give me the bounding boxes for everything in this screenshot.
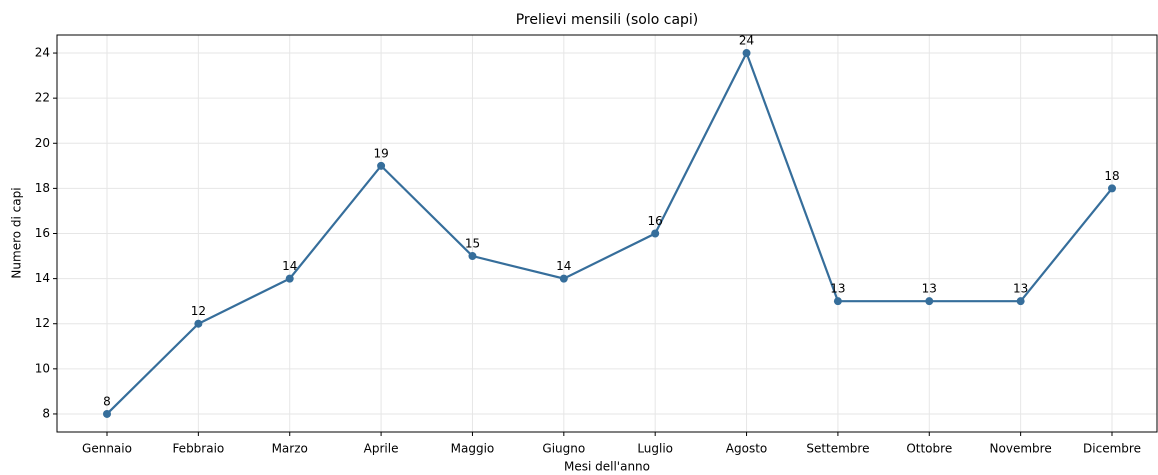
- y-tick-label: 14: [35, 271, 50, 285]
- data-label: 19: [373, 146, 388, 160]
- x-tick-label: Novembre: [990, 442, 1052, 456]
- data-label: 14: [556, 259, 571, 273]
- data-label: 12: [191, 304, 206, 318]
- data-point: [377, 161, 386, 170]
- plot-frame: [56, 34, 1158, 433]
- data-label: 16: [648, 214, 663, 228]
- x-tick-label: Gennaio: [82, 442, 132, 456]
- data-point: [559, 274, 568, 283]
- data-label: 8: [103, 394, 111, 408]
- x-tick-label: Settembre: [806, 442, 869, 456]
- x-tick-label: Agosto: [726, 442, 767, 456]
- data-line: [106, 50, 1113, 415]
- data-point: [1016, 297, 1025, 306]
- data-point: [468, 252, 477, 261]
- data-point: [103, 409, 111, 418]
- x-tick-label: Marzo: [272, 442, 308, 456]
- x-tick-label: Febbraio: [172, 442, 224, 456]
- data-label: 13: [922, 282, 937, 296]
- y-tick-label: 8: [42, 406, 50, 420]
- y-tick-label: 22: [35, 91, 50, 105]
- data-point: [925, 297, 934, 306]
- data-point: [651, 229, 660, 238]
- data-point: [194, 319, 203, 328]
- data-label: 24: [739, 34, 754, 48]
- data-label: 15: [465, 237, 480, 251]
- y-tick-label: 20: [35, 136, 50, 150]
- data-point: [833, 297, 842, 306]
- chart-title: Prelievi mensili (solo capi): [516, 12, 699, 28]
- x-tick-label: Aprile: [364, 442, 399, 456]
- x-tick-label: Dicembre: [1083, 442, 1141, 456]
- y-tick-label: 18: [35, 181, 50, 195]
- data-label: 13: [1013, 282, 1028, 296]
- y-tick-label: 12: [35, 316, 50, 330]
- x-axis-label: Mesi dell'anno: [564, 460, 650, 474]
- data-point: [285, 274, 294, 283]
- data-label: 13: [830, 282, 845, 296]
- y-tick-label: 24: [35, 46, 50, 60]
- y-tick-label: 10: [35, 361, 50, 375]
- y-axis-label: Numero di capi: [10, 187, 24, 278]
- data-point: [1108, 184, 1116, 193]
- data-label: 18: [1104, 169, 1119, 183]
- y-tick-label: 16: [35, 226, 50, 240]
- x-tick-label: Giugno: [542, 442, 585, 456]
- data-label: 14: [282, 259, 297, 273]
- x-tick-label: Luglio: [637, 442, 673, 456]
- data-point: [742, 49, 751, 58]
- x-tick-label: Ottobre: [906, 442, 952, 456]
- x-tick-label: Maggio: [451, 442, 495, 456]
